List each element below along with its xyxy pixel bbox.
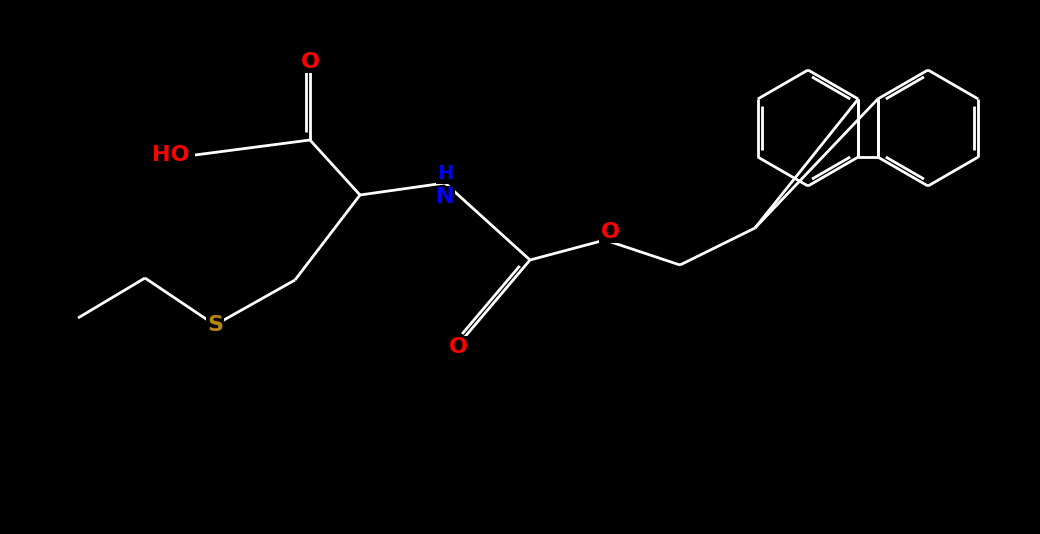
Text: HO: HO (153, 145, 190, 165)
Text: O: O (600, 222, 620, 242)
Text: S: S (207, 315, 223, 335)
Text: O: O (301, 52, 319, 72)
Text: O: O (448, 337, 468, 357)
Text: H: H (437, 164, 453, 183)
Text: N: N (436, 187, 454, 207)
